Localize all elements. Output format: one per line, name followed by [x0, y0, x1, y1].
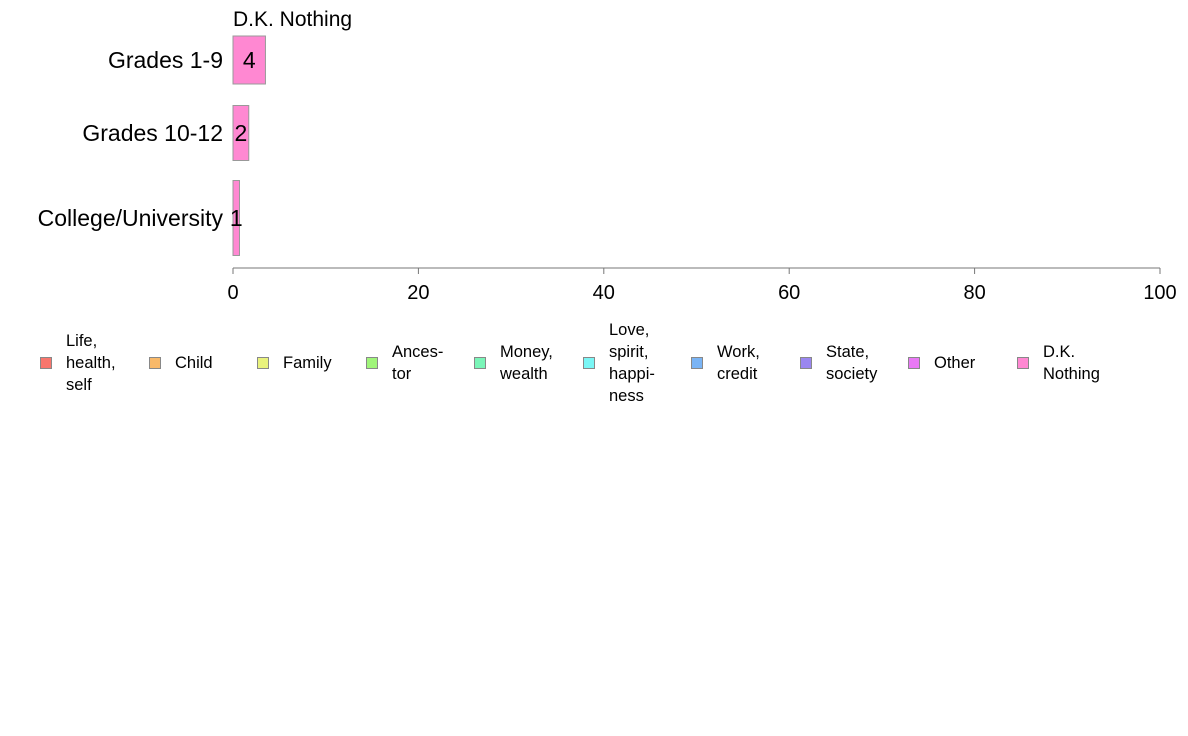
x-tick-label-1: 0 [227, 282, 238, 304]
x-tick-label-5: 80 [963, 282, 985, 304]
legend-label-7: Work, credit [717, 343, 760, 383]
x-tick-label-2: 20 [407, 282, 429, 304]
legend-item-2: Child [149, 318, 213, 408]
bar-3-series-10 [232, 180, 240, 256]
category-label-2: Grades 10-12 [82, 120, 223, 146]
legend-item-3: Family [257, 318, 332, 408]
legend-swatch-7 [691, 357, 703, 369]
bar-1-series-10 [232, 35, 266, 85]
category-label-3: College/University [38, 205, 224, 231]
legend-item-6: Love, spirit, happi- ness [583, 318, 655, 408]
legend-label-10: D.K. Nothing [1043, 343, 1100, 383]
legend-swatch-1 [40, 357, 52, 369]
legend-swatch-3 [257, 357, 269, 369]
legend-item-9: Other [908, 318, 975, 408]
bars-group: 4 2 1 [230, 35, 266, 256]
category-label-1: Grades 1-9 [108, 47, 223, 73]
data-label-2: 2 [234, 120, 247, 146]
data-label-1: 4 [243, 47, 256, 73]
chart-title: D.K. Nothing [233, 8, 352, 31]
legend: Life, health, self Child Family Ances- tor M… [32, 318, 1162, 408]
legend-item-7: Work, credit [691, 318, 760, 408]
legend-label-5: Money, wealth [500, 343, 553, 383]
legend-item-1: Life, health, self [40, 318, 116, 408]
legend-label-3: Family [283, 354, 332, 372]
legend-label-1: Life, health, self [66, 332, 116, 394]
bar-2-series-10 [232, 105, 250, 161]
legend-swatch-4 [366, 357, 378, 369]
category-labels: Grades 1-9 Grades 10-12 College/University [38, 47, 224, 231]
legend-label-8: State, society [826, 343, 878, 383]
legend-item-4: Ances- tor [366, 318, 443, 408]
legend-label-6: Love, spirit, happi- ness [609, 321, 655, 405]
legend-item-8: State, society [800, 318, 877, 408]
data-label-3: 1 [230, 205, 243, 231]
legend-swatch-6 [583, 357, 595, 369]
legend-swatch-2 [149, 357, 161, 369]
x-tick-label-4: 60 [778, 282, 800, 304]
legend-swatch-10 [1017, 357, 1029, 369]
legend-swatch-9 [908, 357, 920, 369]
legend-label-9: Other [934, 354, 976, 372]
x-tick-label-3: 40 [593, 282, 615, 304]
legend-label-4: Ances- tor [392, 343, 444, 383]
legend-swatch-5 [474, 357, 486, 369]
legend-item-5: Money, wealth [474, 318, 553, 408]
legend-swatch-8 [800, 357, 812, 369]
x-tick-label-6: 100 [1143, 282, 1176, 304]
legend-item-10: D.K. Nothing [1017, 318, 1100, 408]
legend-label-2: Child [175, 354, 213, 372]
x-axis: 0 20 40 60 80 100 [227, 267, 1177, 304]
